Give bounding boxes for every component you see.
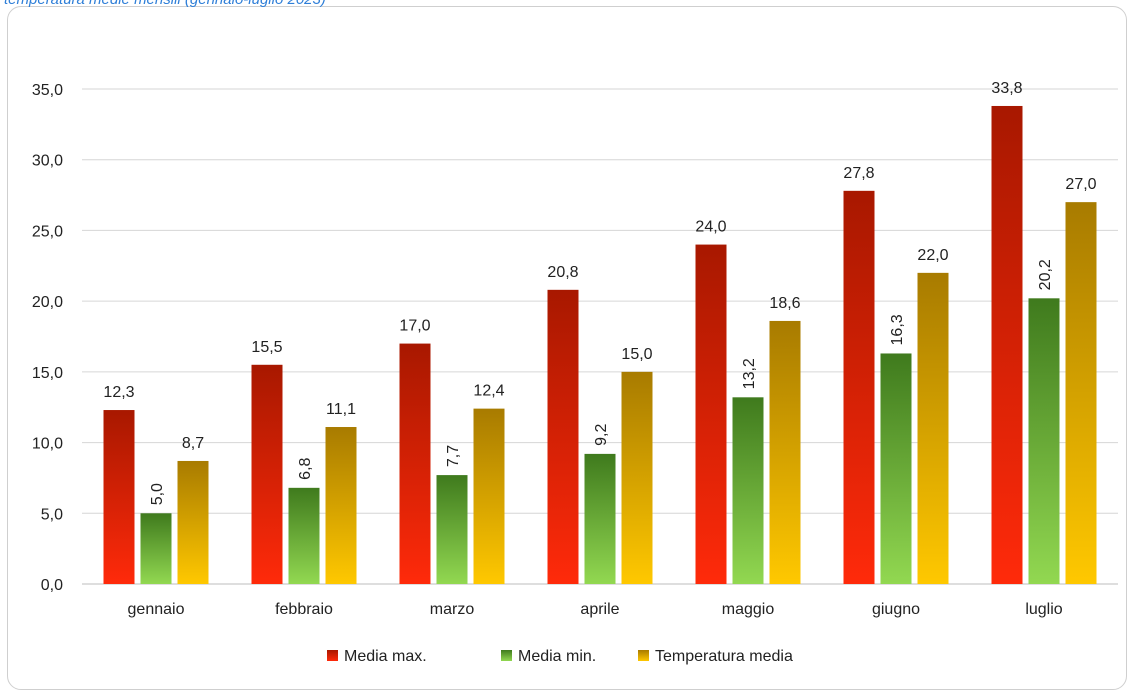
x-tick-label: marzo <box>430 601 475 618</box>
legend-swatch <box>327 650 338 661</box>
x-axis-ticks: gennaio febbraio marzo aprile maggio giugno lu… <box>128 601 1063 618</box>
bar <box>1028 298 1060 584</box>
data-label: 15,0 <box>621 346 652 363</box>
bar <box>177 460 209 584</box>
chart-caption: temperatura medie mensili (gennaio-lugli… <box>4 0 326 8</box>
bar <box>991 105 1023 584</box>
x-tick-label: maggio <box>722 601 775 618</box>
x-tick-label: aprile <box>580 601 619 618</box>
bar <box>288 487 320 584</box>
y-tick-label: 5,0 <box>41 506 63 523</box>
x-tick-label: giugno <box>872 601 920 618</box>
bar <box>436 475 468 584</box>
y-axis-ticks: 0,0 5,0 10,0 15,0 20,0 25,0 30,0 35,0 <box>32 82 63 594</box>
data-label: 27,0 <box>1065 176 1096 193</box>
data-label: 27,8 <box>843 165 874 182</box>
data-label: 5,0 <box>149 483 166 505</box>
bar <box>880 353 912 584</box>
bar <box>584 453 616 584</box>
bar <box>732 397 764 584</box>
data-label: 16,3 <box>889 314 906 345</box>
y-tick-label: 10,0 <box>32 436 63 453</box>
bar <box>140 513 172 584</box>
x-tick-label: luglio <box>1025 601 1062 618</box>
x-tick-label: febbraio <box>275 601 333 618</box>
data-label: 20,2 <box>1037 259 1054 290</box>
data-label: 22,0 <box>917 247 948 264</box>
bar <box>103 410 135 584</box>
data-label: 20,8 <box>547 264 578 281</box>
data-label: 18,6 <box>769 295 800 312</box>
data-label: 24,0 <box>695 219 726 236</box>
bar <box>399 343 431 584</box>
data-label: 7,7 <box>445 445 462 467</box>
bar <box>251 364 283 584</box>
data-label: 11,1 <box>326 401 356 418</box>
bar <box>325 427 357 584</box>
bar <box>695 244 727 585</box>
x-tick-label: gennaio <box>128 601 185 618</box>
bar <box>769 320 801 584</box>
bar <box>843 190 875 585</box>
data-label: 13,2 <box>741 358 758 389</box>
y-tick-label: 15,0 <box>32 365 63 382</box>
y-tick-label: 20,0 <box>32 294 63 311</box>
legend-label: Media min. <box>518 648 596 665</box>
data-label: 9,2 <box>593 424 610 446</box>
y-tick-label: 30,0 <box>32 153 63 170</box>
bar <box>917 272 949 584</box>
y-tick-label: 35,0 <box>32 82 63 99</box>
legend-swatch <box>501 650 512 661</box>
data-label: 12,3 <box>103 384 134 401</box>
bar <box>473 408 505 584</box>
bar <box>1065 202 1097 584</box>
data-labels: 12,3 5,0 8,7 15,5 6,8 11,1 17,0 7,7 12,4 20,8 9,2 1… <box>103 80 1096 505</box>
y-tick-label: 0,0 <box>41 577 63 594</box>
data-label: 15,5 <box>251 339 282 356</box>
data-label: 6,8 <box>297 457 314 479</box>
y-tick-label: 25,0 <box>32 223 63 240</box>
data-label: 17,0 <box>399 318 430 335</box>
legend-swatch <box>638 650 649 661</box>
legend: Media max. Media min. Temperatura media <box>327 648 793 665</box>
data-label: 33,8 <box>991 80 1022 97</box>
legend-label: Media max. <box>344 648 427 665</box>
legend-label: Temperatura media <box>655 648 793 665</box>
bars <box>103 105 1097 585</box>
data-label: 8,7 <box>182 435 204 452</box>
data-label: 12,4 <box>473 383 504 400</box>
bar <box>547 289 579 584</box>
bar <box>621 371 653 584</box>
